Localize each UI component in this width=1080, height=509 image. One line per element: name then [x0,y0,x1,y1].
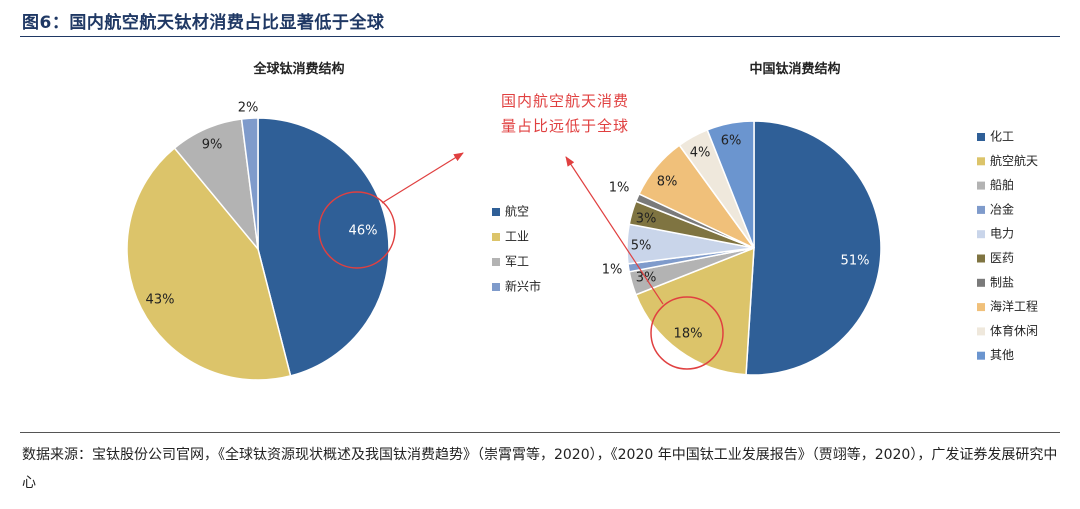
china-legend-swatch [977,303,985,312]
china-legend-label: 其他 [990,348,1014,362]
china-slice-10 [706,120,755,249]
global-slice-2 [126,147,292,381]
china-data-label: 18% [674,327,703,342]
china-pie-chart: 中国钛消费结构51%18%3%1%5%3%1%8%4%6%化工航空航天船舶冶金电… [602,61,1038,376]
china-legend-swatch [977,157,985,166]
global-data-label: 2% [238,101,259,116]
global-legend-swatch [492,208,500,216]
china-legend-label: 船舶 [990,177,1014,192]
china-data-label: 1% [602,263,623,278]
china-legend-swatch [977,278,985,287]
annotation-layer: 国内航空航天消费 量占比远低于全球 [318,92,724,370]
annotation-line-1: 国内航空航天消费 [501,92,629,110]
source-rule [20,432,1060,433]
china-legend-swatch [977,133,985,141]
china-legend-swatch [977,254,985,263]
global-pie-title: 全球钛消费结构 [252,61,344,77]
china-data-label: 3% [636,212,657,227]
china-slice-2 [634,246,755,376]
figure-title: 图6：国内航空航天钛材消费占比显著低于全球 [22,13,385,33]
china-legend-swatch [977,230,985,239]
china-legend-swatch [977,205,985,214]
china-pie-title: 中国钛消费结构 [749,61,840,77]
highlight-circle-global [318,191,396,269]
china-data-label: 51% [841,254,870,269]
highlight-circle-china [650,296,724,370]
china-data-label: 6% [721,134,742,149]
global-legend-swatch [492,233,500,241]
global-data-label: 9% [202,138,223,153]
china-data-label: 8% [657,175,678,190]
title-rule [20,36,1060,37]
china-slice-1 [745,120,882,376]
annotation-line-2: 量占比远低于全球 [501,117,629,135]
china-legend-label: 医药 [990,251,1014,265]
china-legend-swatch [977,181,985,190]
global-slice-4 [240,117,259,250]
china-data-label: 5% [631,239,652,254]
china-legend-label: 化工 [990,130,1014,144]
global-legend-swatch [492,283,500,291]
source-note: 数据来源：宝钛股份公司官网，《全球钛资源现状概述及我国钛消费趋势》（崇霄霄等，2… [22,447,1058,491]
arrow-global [381,152,464,204]
china-legend-label: 体育休闲 [990,323,1038,338]
china-legend-label: 航空航天 [990,153,1038,168]
global-legend-swatch [492,258,500,266]
global-data-label: 43% [146,293,175,308]
china-data-label: 4% [690,146,711,161]
global-legend-label: 新兴市 [505,279,541,294]
china-legend-swatch [977,351,985,360]
china-legend-label: 制盐 [990,275,1014,289]
global-legend-label: 军工 [505,255,529,269]
china-data-label: 1% [609,181,630,196]
global-data-label: 46% [349,224,378,239]
china-legend-label: 海洋工程 [990,299,1038,314]
china-legend-label: 电力 [990,227,1014,241]
china-legend-swatch [977,327,985,336]
global-legend-label: 航空 [505,204,529,219]
china-legend-label: 冶金 [990,201,1014,216]
global-legend-label: 工业 [505,230,529,244]
arrow-china [565,156,664,305]
